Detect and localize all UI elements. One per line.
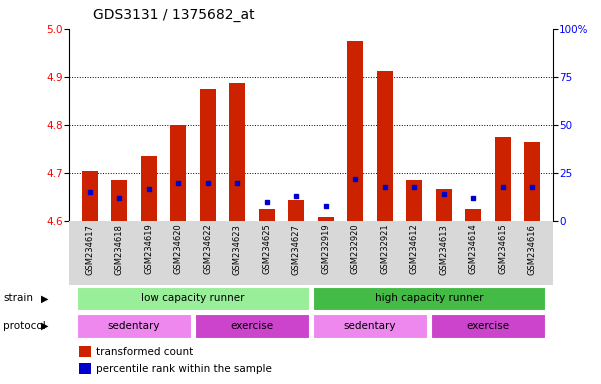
FancyBboxPatch shape bbox=[432, 314, 545, 338]
Bar bbox=[82, 171, 98, 221]
Bar bbox=[79, 346, 91, 357]
Bar bbox=[406, 180, 423, 221]
Text: strain: strain bbox=[3, 293, 33, 303]
FancyBboxPatch shape bbox=[313, 287, 545, 310]
Bar bbox=[141, 156, 157, 221]
Text: transformed count: transformed count bbox=[96, 347, 193, 357]
Text: GDS3131 / 1375682_at: GDS3131 / 1375682_at bbox=[93, 8, 255, 22]
Text: ▶: ▶ bbox=[41, 321, 48, 331]
Text: GSM232919: GSM232919 bbox=[322, 224, 331, 274]
Bar bbox=[377, 71, 393, 221]
Text: GSM234614: GSM234614 bbox=[469, 224, 478, 275]
Bar bbox=[347, 41, 364, 221]
Text: GSM234612: GSM234612 bbox=[410, 224, 419, 275]
FancyBboxPatch shape bbox=[195, 314, 309, 338]
FancyBboxPatch shape bbox=[77, 287, 309, 310]
Text: GSM232921: GSM232921 bbox=[380, 224, 389, 274]
FancyBboxPatch shape bbox=[313, 314, 427, 338]
Text: percentile rank within the sample: percentile rank within the sample bbox=[96, 364, 272, 374]
Bar bbox=[170, 125, 186, 221]
Bar bbox=[258, 209, 275, 221]
Bar bbox=[318, 217, 334, 221]
Bar bbox=[288, 200, 304, 221]
Bar bbox=[465, 209, 481, 221]
Text: GSM234627: GSM234627 bbox=[291, 224, 300, 275]
Text: GSM234618: GSM234618 bbox=[115, 224, 124, 275]
Bar bbox=[436, 189, 452, 221]
Bar bbox=[495, 137, 511, 221]
Text: sedentary: sedentary bbox=[108, 321, 160, 331]
Text: GSM234619: GSM234619 bbox=[144, 224, 153, 275]
Text: GSM234615: GSM234615 bbox=[498, 224, 507, 275]
Text: sedentary: sedentary bbox=[344, 321, 396, 331]
Text: ▶: ▶ bbox=[41, 293, 48, 303]
Text: GSM234613: GSM234613 bbox=[439, 224, 448, 275]
Bar bbox=[111, 180, 127, 221]
Text: protocol: protocol bbox=[3, 321, 46, 331]
Text: GSM234622: GSM234622 bbox=[203, 224, 212, 275]
Text: exercise: exercise bbox=[466, 321, 510, 331]
Text: GSM234616: GSM234616 bbox=[528, 224, 537, 275]
FancyBboxPatch shape bbox=[77, 314, 191, 338]
Text: GSM232920: GSM232920 bbox=[351, 224, 360, 274]
Bar bbox=[229, 83, 245, 221]
Text: low capacity runner: low capacity runner bbox=[141, 293, 245, 303]
Bar bbox=[79, 363, 91, 374]
Bar bbox=[200, 89, 216, 221]
Text: exercise: exercise bbox=[230, 321, 273, 331]
Text: GSM234617: GSM234617 bbox=[85, 224, 94, 275]
Bar bbox=[524, 142, 540, 221]
Text: GSM234625: GSM234625 bbox=[262, 224, 271, 275]
Text: high capacity runner: high capacity runner bbox=[375, 293, 483, 303]
Text: GSM234623: GSM234623 bbox=[233, 224, 242, 275]
Text: GSM234620: GSM234620 bbox=[174, 224, 183, 275]
